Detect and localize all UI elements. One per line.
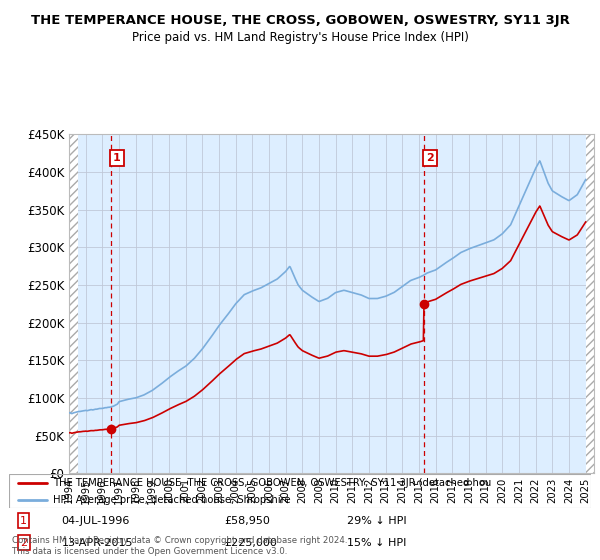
Text: 29% ↓ HPI: 29% ↓ HPI <box>347 516 406 525</box>
Text: £58,950: £58,950 <box>224 516 270 525</box>
Text: 1: 1 <box>20 516 27 525</box>
Text: 2: 2 <box>20 538 27 548</box>
Text: 15% ↓ HPI: 15% ↓ HPI <box>347 538 406 548</box>
Bar <box>586 134 595 473</box>
Text: £225,000: £225,000 <box>224 538 277 548</box>
Text: HPI: Average price, detached house, Shropshire: HPI: Average price, detached house, Shro… <box>53 495 290 505</box>
Text: THE TEMPERANCE HOUSE, THE CROSS, GOBOWEN, OSWESTRY, SY11 3JR (detached hou: THE TEMPERANCE HOUSE, THE CROSS, GOBOWEN… <box>53 478 491 488</box>
Text: THE TEMPERANCE HOUSE, THE CROSS, GOBOWEN, OSWESTRY, SY11 3JR: THE TEMPERANCE HOUSE, THE CROSS, GOBOWEN… <box>31 14 569 27</box>
Bar <box>69 134 78 473</box>
Text: Contains HM Land Registry data © Crown copyright and database right 2024.
This d: Contains HM Land Registry data © Crown c… <box>12 536 347 556</box>
Text: Price paid vs. HM Land Registry's House Price Index (HPI): Price paid vs. HM Land Registry's House … <box>131 31 469 44</box>
Text: 2: 2 <box>426 153 434 163</box>
Text: 04-JUL-1996: 04-JUL-1996 <box>61 516 130 525</box>
Text: 1: 1 <box>113 153 121 163</box>
Text: 13-APR-2015: 13-APR-2015 <box>61 538 133 548</box>
